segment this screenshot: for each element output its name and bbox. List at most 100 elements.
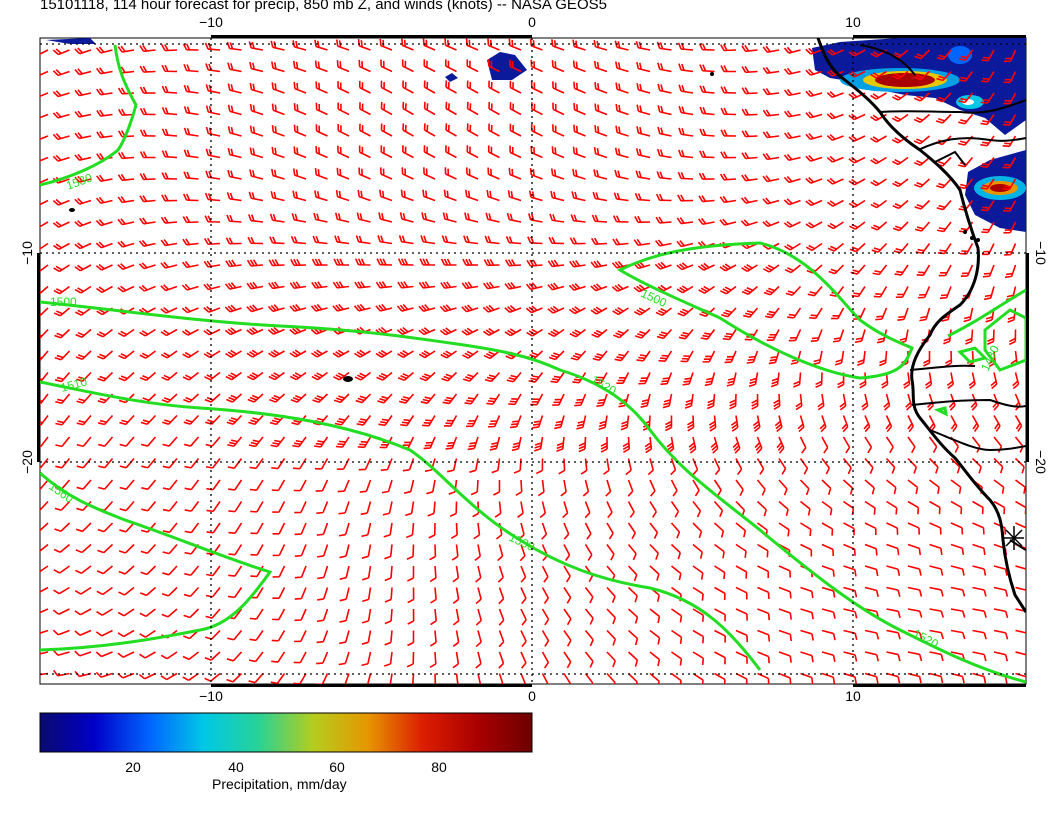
wind-barb <box>819 415 827 433</box>
wind-barb <box>698 172 715 180</box>
wind-barb <box>383 651 393 667</box>
wind-barb <box>162 479 178 491</box>
wind-barb <box>204 371 221 381</box>
wind-barb <box>337 479 350 493</box>
wind-barb <box>182 238 199 246</box>
wind-barb <box>383 673 393 684</box>
wind-barb <box>40 648 49 656</box>
wind-barb <box>907 586 923 597</box>
wind-barb <box>936 49 952 60</box>
wind-barb <box>950 586 966 597</box>
wind-barb <box>573 124 586 137</box>
wind-barb <box>55 415 71 426</box>
wind-barb <box>442 393 458 405</box>
wind-barb <box>1003 221 1017 234</box>
wind-barb <box>864 543 878 556</box>
wind-barb <box>182 651 199 661</box>
wind-barb <box>117 328 135 338</box>
wind-barb <box>339 608 350 623</box>
wind-barb <box>714 586 726 601</box>
wind-barb <box>117 218 135 226</box>
wind-barb <box>584 522 592 540</box>
wind-barb <box>762 220 780 228</box>
wind-barb <box>972 522 985 535</box>
wind-barb <box>376 371 393 381</box>
wind-barb <box>950 457 961 474</box>
axis-bar-top <box>853 35 1026 38</box>
wind-barb <box>40 522 49 532</box>
wind-barb <box>358 458 372 471</box>
wind-barb <box>375 303 393 312</box>
wind-barb <box>946 372 955 389</box>
wind-barb <box>682 372 694 386</box>
wind-barb <box>181 283 199 291</box>
wind-barb <box>423 436 436 450</box>
wind-barb <box>52 111 70 119</box>
wind-barb <box>181 306 199 314</box>
wind-barb <box>649 479 656 497</box>
wind-barb <box>843 651 858 662</box>
wind-barb <box>636 104 651 116</box>
wind-barb <box>508 393 522 406</box>
wind-barb <box>850 264 866 275</box>
wind-barb <box>406 544 415 560</box>
wind-barb <box>871 242 888 253</box>
wind-barb <box>891 156 909 166</box>
wind-barb <box>74 264 92 272</box>
wind-barb <box>382 501 393 516</box>
wind-barb <box>615 61 629 73</box>
wind-barb <box>526 259 543 267</box>
wind-barb <box>928 436 938 453</box>
wind-barb <box>821 565 835 577</box>
wind-barb <box>384 565 393 582</box>
wind-barb <box>316 522 329 536</box>
wind-barb <box>913 113 931 123</box>
wind-barb <box>919 307 931 322</box>
wind-barb <box>315 146 328 159</box>
wind-barb <box>655 193 672 202</box>
wind-barb <box>268 259 285 267</box>
wind-barb <box>269 213 285 223</box>
wind-barb <box>735 543 747 558</box>
wind-barb <box>482 304 500 313</box>
wind-barb <box>52 649 70 656</box>
wind-barb <box>993 500 1006 515</box>
wind-barb <box>864 500 876 515</box>
wind-barb <box>925 372 933 389</box>
wind-barb <box>848 199 866 208</box>
wind-barb <box>162 565 178 576</box>
wind-barb <box>271 168 285 180</box>
wind-barb <box>907 415 914 433</box>
wind-barb <box>800 543 813 557</box>
wind-barb <box>426 479 436 495</box>
wind-barb <box>698 217 715 226</box>
wind-barb <box>248 436 264 448</box>
wind-barb <box>778 500 789 517</box>
wind-barb <box>783 221 801 228</box>
wind-barb <box>692 565 704 580</box>
wind-barb <box>452 608 460 626</box>
wind-barb <box>227 458 243 469</box>
wind-barb <box>271 651 286 663</box>
wind-barb <box>839 393 847 411</box>
contour-line <box>957 346 988 364</box>
wind-barb <box>670 479 678 497</box>
wind-barb <box>1003 92 1017 105</box>
wind-barb <box>987 329 995 345</box>
wind-barb <box>140 565 157 576</box>
wind-barb <box>776 436 785 454</box>
wind-barb <box>379 38 393 51</box>
wind-barb <box>74 650 92 657</box>
wind-barb <box>138 672 156 680</box>
wind-barb <box>429 565 437 583</box>
wind-barb <box>757 651 770 664</box>
wind-barb <box>439 327 457 336</box>
wind-barb <box>1015 586 1026 598</box>
country-borders <box>859 44 1026 551</box>
wind-barb <box>590 260 608 269</box>
wind-barb <box>762 152 780 161</box>
wind-barb <box>226 672 243 683</box>
wind-barb <box>625 458 632 476</box>
wind-barb <box>462 350 479 359</box>
wind-barb <box>620 415 630 431</box>
